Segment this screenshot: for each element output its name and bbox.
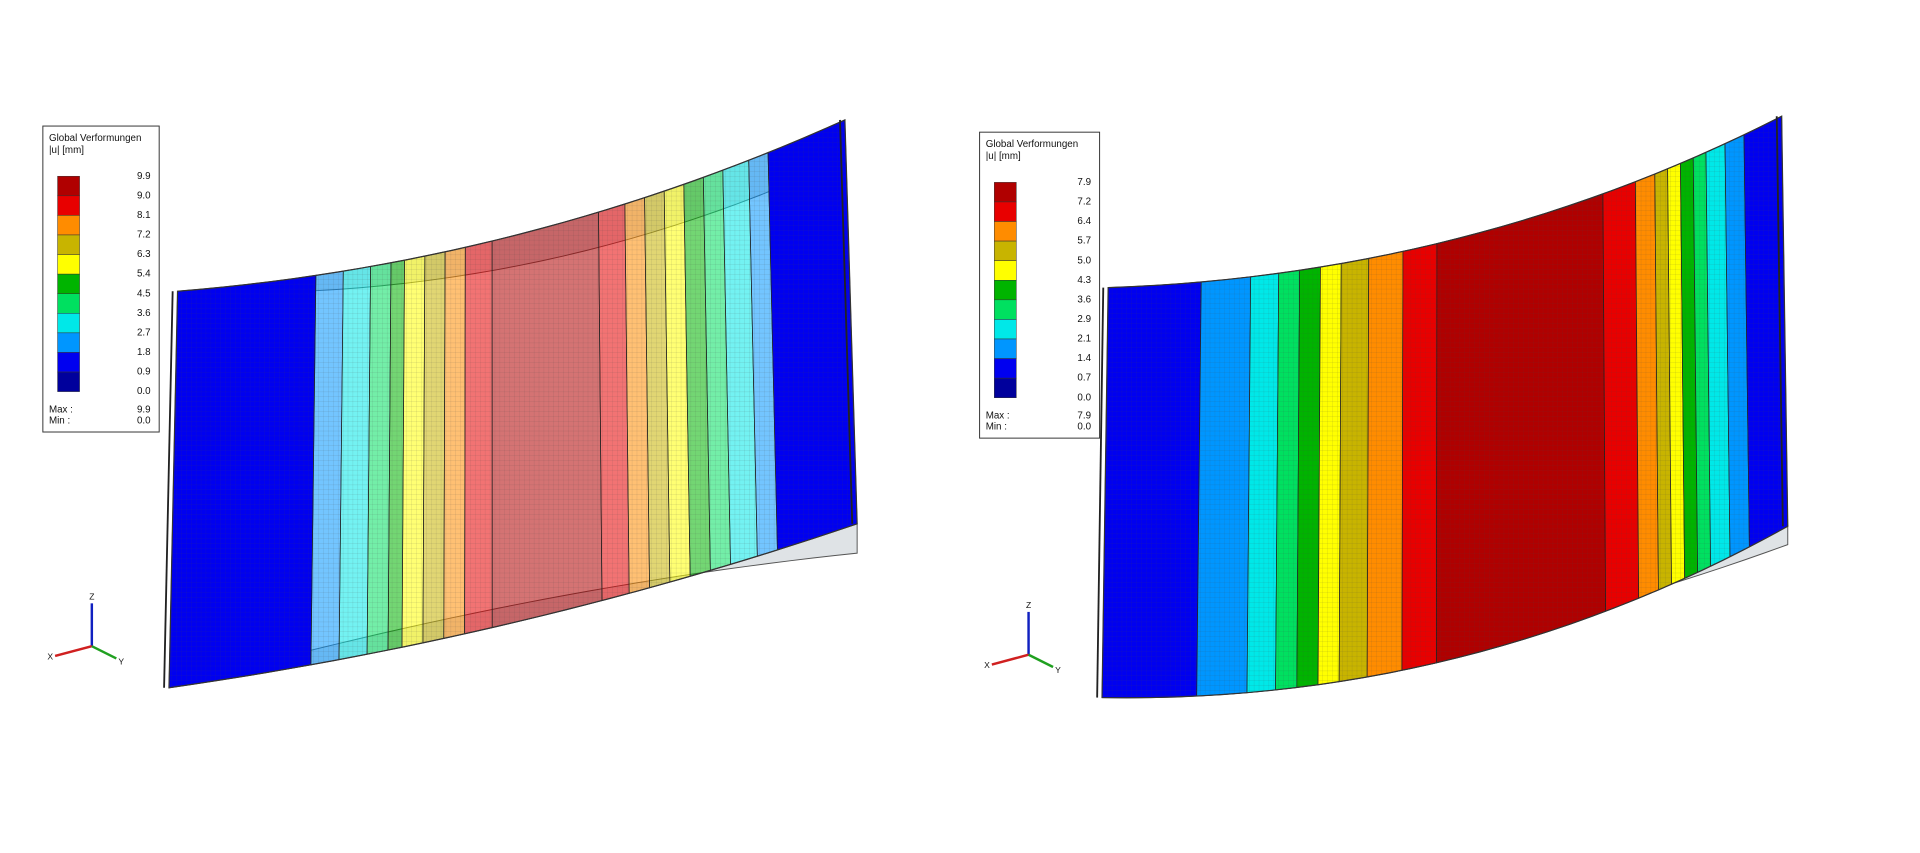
- legend-swatch: [57, 273, 80, 294]
- legend-swatch: [57, 293, 80, 314]
- legend-max-label: Max :: [986, 411, 1010, 422]
- axis-label-x: X: [47, 651, 53, 661]
- support-edge: [839, 119, 854, 524]
- structure-panel: Global Verformungen|u| [mm] 9.9 9.0 8.1 7.2 6…: [42, 119, 858, 689]
- legend-level: 2.7: [137, 327, 151, 338]
- legend-swatch: [57, 332, 80, 353]
- legend-level: 9.9: [137, 171, 151, 182]
- axis-label-y: Y: [1055, 665, 1061, 675]
- legend-level: 7.2: [137, 230, 151, 241]
- legend-level: 4.3: [1077, 275, 1091, 286]
- legend-min-label: Min :: [986, 422, 1007, 433]
- legend-title: Global Verformungen: [49, 133, 141, 144]
- structure-panel: Global Verformungen|u| [mm] 7.9 7.2 6.4 5.7 5…: [979, 115, 1789, 699]
- legend-unit: |u| [mm]: [986, 151, 1021, 162]
- axis-y: [1028, 653, 1054, 669]
- legend-swatch: [57, 254, 80, 275]
- legend-max: 9.9: [137, 405, 151, 416]
- legend-level: 2.9: [1077, 314, 1091, 325]
- legend-swatch: [57, 371, 80, 392]
- legend-level: 5.4: [137, 269, 151, 280]
- legend-level: 1.4: [1077, 353, 1091, 364]
- axis-y: [91, 645, 117, 660]
- legend-swatch: [994, 280, 1017, 301]
- legend-level: 0.9: [137, 367, 151, 378]
- legend-level: 6.3: [137, 249, 151, 260]
- legend-max: 7.9: [1077, 411, 1091, 422]
- support-edge: [163, 291, 174, 688]
- legend-swatch: [57, 195, 80, 216]
- axis-x: [54, 644, 93, 658]
- legend-level: 7.2: [1077, 197, 1091, 208]
- support-edge: [1096, 287, 1105, 698]
- legend-swatch: [57, 234, 80, 255]
- legend-swatch: [57, 313, 80, 334]
- legend-level: 9.0: [137, 190, 151, 201]
- legend-swatch: [57, 215, 80, 236]
- axis-label-z: Z: [89, 591, 94, 601]
- legend-swatch: [994, 221, 1017, 242]
- axis-label-x: X: [984, 660, 990, 670]
- axis-label-y: Y: [118, 656, 124, 666]
- legend-level: 7.9: [1077, 177, 1091, 188]
- legend-min-label: Min :: [49, 416, 70, 427]
- legend-unit: |u| [mm]: [49, 145, 84, 156]
- legend-level: 1.8: [137, 347, 151, 358]
- legend-level: 4.5: [137, 288, 151, 299]
- fe-mesh: [1101, 115, 1789, 699]
- legend-min: 0.0: [1077, 422, 1091, 433]
- legend-title: Global Verformungen: [986, 139, 1078, 150]
- legend-swatch: [994, 377, 1017, 398]
- legend-swatch: [994, 182, 1017, 203]
- legend-swatch: [57, 175, 80, 197]
- legend-swatch: [57, 352, 80, 373]
- legend-swatch: [994, 201, 1017, 222]
- legend-level: 8.1: [137, 210, 151, 221]
- legend-max-label: Max :: [49, 405, 73, 416]
- fe-mesh: [168, 119, 858, 689]
- legend-swatch: [994, 319, 1017, 340]
- legend-level: 3.6: [1077, 294, 1091, 305]
- legend-level: 0.0: [137, 386, 151, 397]
- support-edge: [1775, 116, 1784, 527]
- legend-level: 3.6: [137, 308, 151, 319]
- axis-label-z: Z: [1026, 600, 1031, 610]
- legend-level: 6.4: [1077, 216, 1091, 227]
- legend-swatch: [994, 299, 1017, 320]
- axis-x: [991, 653, 1029, 666]
- legend-level: 5.7: [1077, 236, 1091, 247]
- legend-level: 0.7: [1077, 373, 1091, 384]
- legend-level: 5.0: [1077, 255, 1091, 266]
- legend-swatch: [994, 240, 1017, 261]
- legend-min: 0.0: [137, 416, 151, 427]
- legend-swatch: [994, 338, 1017, 359]
- legend-level: 2.1: [1077, 334, 1091, 345]
- legend-level: 0.0: [1077, 392, 1091, 403]
- legend-swatch: [994, 260, 1017, 281]
- legend-swatch: [994, 358, 1017, 379]
